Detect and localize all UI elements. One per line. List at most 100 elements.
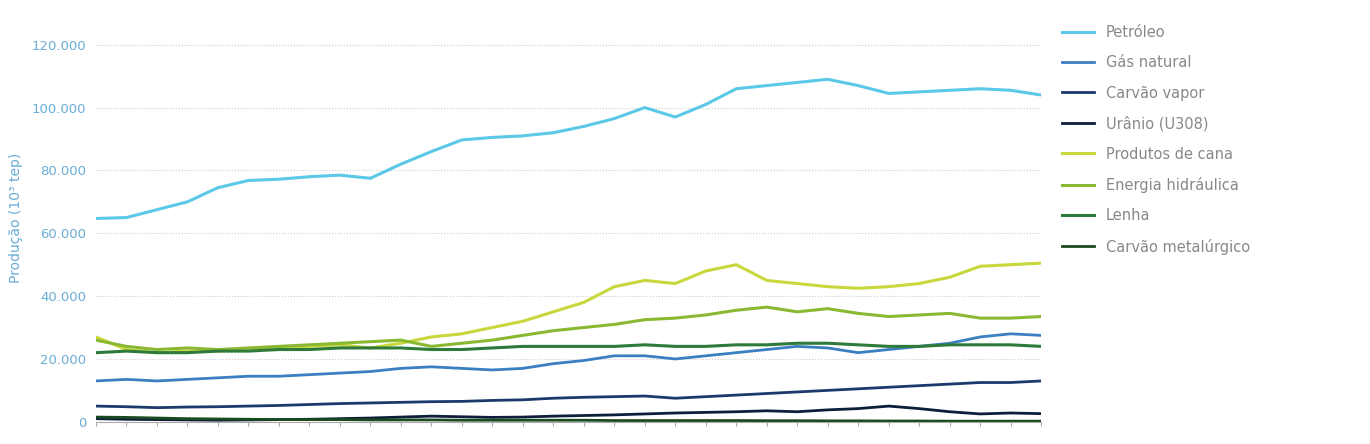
Urânio (U308) <box>789 409 806 414</box>
Petróleo <box>179 199 196 205</box>
Gás natural <box>667 356 684 361</box>
Urânio (U308) <box>393 414 410 420</box>
Produtos de cana <box>881 284 897 289</box>
Petróleo <box>453 137 470 143</box>
Petróleo <box>911 89 927 95</box>
Urânio (U308) <box>118 416 134 422</box>
Urânio (U308) <box>210 417 226 423</box>
Urânio (U308) <box>271 417 288 422</box>
Energia hidráulica <box>819 306 836 311</box>
Produtos de cana <box>1033 261 1049 266</box>
Urânio (U308) <box>362 416 378 421</box>
Urânio (U308) <box>453 414 470 420</box>
Lenha <box>332 345 348 351</box>
Carvão metalúrgico <box>819 418 836 424</box>
Produtos de cana <box>484 325 500 330</box>
Lenha <box>149 350 166 355</box>
Produtos de cana <box>575 300 592 305</box>
Carvão vapor <box>971 380 988 385</box>
Produtos de cana <box>849 285 866 291</box>
Line: Produtos de cana: Produtos de cana <box>96 263 1041 353</box>
Carvão metalúrgico <box>118 415 134 420</box>
Gás natural <box>149 378 166 384</box>
Produtos de cana <box>240 347 256 352</box>
Lenha <box>881 344 897 349</box>
Gás natural <box>362 369 378 374</box>
Produtos de cana <box>453 331 470 337</box>
Lenha <box>362 345 378 351</box>
Carvão vapor <box>1033 378 1049 384</box>
Carvão vapor <box>149 405 166 410</box>
Carvão metalúrgico <box>637 418 653 423</box>
Gás natural <box>88 378 104 384</box>
Carvão metalúrgico <box>484 417 500 423</box>
Carvão vapor <box>179 404 196 410</box>
Lenha <box>271 347 288 352</box>
Carvão vapor <box>210 404 226 409</box>
Urânio (U308) <box>515 414 532 420</box>
Lenha <box>210 349 226 354</box>
Petróleo <box>637 105 653 110</box>
Lenha <box>515 344 532 349</box>
Carvão vapor <box>881 385 897 390</box>
Urânio (U308) <box>667 410 684 416</box>
Carvão vapor <box>727 392 744 398</box>
Produtos de cana <box>971 264 988 269</box>
Line: Gás natural: Gás natural <box>96 334 1041 381</box>
Produtos de cana <box>515 319 532 324</box>
Carvão vapor <box>606 394 622 399</box>
Petróleo <box>941 87 958 93</box>
Produtos de cana <box>301 344 318 349</box>
Lenha <box>393 345 410 351</box>
Carvão vapor <box>819 388 836 393</box>
Legend: Petróleo, Gás natural, Carvão vapor, Urânio (U308), Produtos de cana, Energia hi: Petróleo, Gás natural, Carvão vapor, Urâ… <box>1058 20 1255 259</box>
Gás natural <box>759 347 775 352</box>
Line: Carvão vapor: Carvão vapor <box>96 381 1041 408</box>
Lenha <box>727 342 744 348</box>
Produtos de cana <box>88 334 104 340</box>
Lenha <box>423 347 440 352</box>
Carvão metalúrgico <box>393 417 410 423</box>
Produtos de cana <box>941 274 958 280</box>
Carvão metalúrgico <box>881 418 897 424</box>
Energia hidráulica <box>332 341 348 346</box>
Gás natural <box>179 377 196 382</box>
Petróleo <box>393 162 410 167</box>
Gás natural <box>1033 333 1049 338</box>
Produtos de cana <box>759 278 775 283</box>
Energia hidráulica <box>637 317 653 322</box>
Carvão vapor <box>575 395 592 400</box>
Petróleo <box>271 177 288 182</box>
Petróleo <box>240 178 256 183</box>
Petróleo <box>301 174 318 179</box>
Gás natural <box>881 347 897 352</box>
Carvão metalúrgico <box>88 414 104 420</box>
Gás natural <box>453 366 470 371</box>
Energia hidráulica <box>240 345 256 351</box>
Energia hidráulica <box>881 314 897 319</box>
Carvão vapor <box>332 401 348 406</box>
Carvão metalúrgico <box>453 417 470 423</box>
Urânio (U308) <box>697 410 714 415</box>
Carvão metalúrgico <box>911 418 927 424</box>
Produtos de cana <box>697 268 714 274</box>
Gás natural <box>697 353 714 358</box>
Carvão vapor <box>637 393 653 399</box>
Carvão vapor <box>118 404 134 409</box>
Lenha <box>179 350 196 355</box>
Energia hidráulica <box>118 344 134 349</box>
Lenha <box>941 342 958 348</box>
Carvão metalúrgico <box>849 418 866 424</box>
Lenha <box>575 344 592 349</box>
Energia hidráulica <box>697 312 714 317</box>
Petróleo <box>423 149 440 154</box>
Urânio (U308) <box>332 416 348 421</box>
Energia hidráulica <box>667 315 684 321</box>
Carvão metalúrgico <box>789 418 806 424</box>
Urânio (U308) <box>971 411 988 416</box>
Produtos de cana <box>545 309 562 314</box>
Gás natural <box>727 350 744 355</box>
Lenha <box>118 349 134 354</box>
Urânio (U308) <box>179 417 196 423</box>
Produtos de cana <box>393 341 410 346</box>
